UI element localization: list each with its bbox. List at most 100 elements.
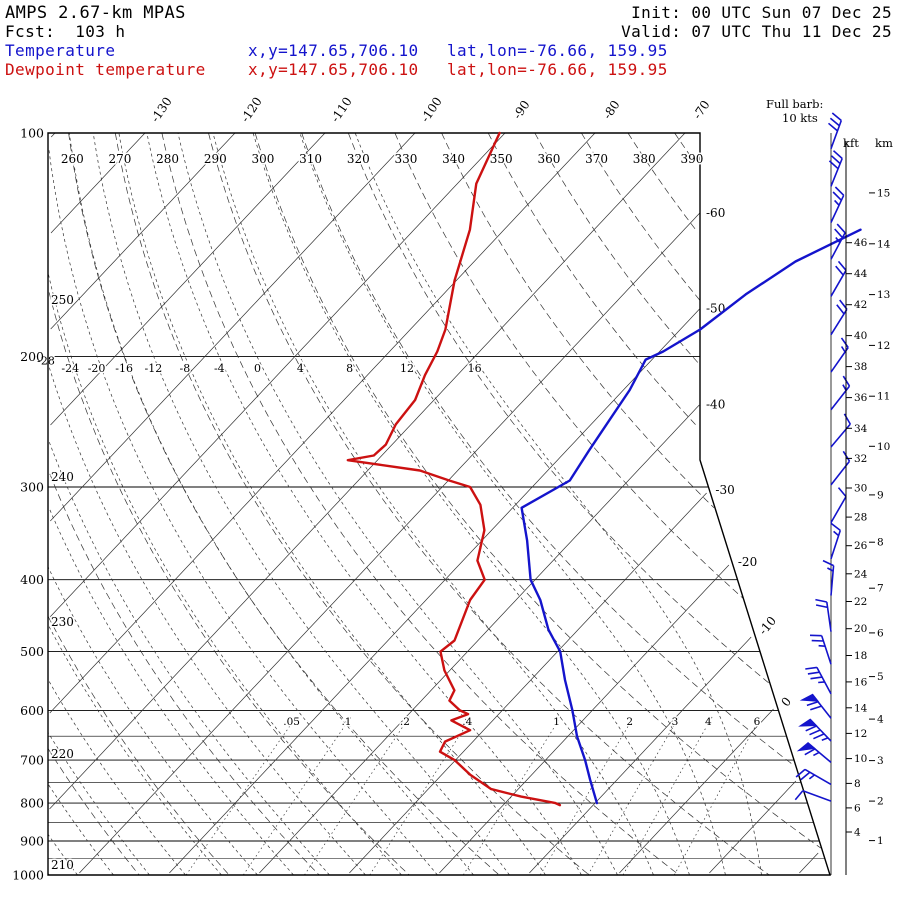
svg-text:20: 20 — [854, 623, 867, 635]
svg-text:6: 6 — [854, 802, 861, 814]
svg-text:-50: -50 — [706, 302, 725, 316]
svg-text:290: 290 — [204, 152, 227, 166]
svg-text:10: 10 — [877, 441, 890, 453]
svg-text:0: 0 — [254, 362, 261, 375]
svg-text:6: 6 — [877, 627, 884, 639]
svg-text:-12: -12 — [145, 362, 163, 375]
svg-text:-16: -16 — [115, 362, 133, 375]
svg-text:350: 350 — [490, 152, 513, 166]
svg-text:0: 0 — [778, 694, 794, 709]
wind-barb — [830, 413, 851, 448]
svg-text:280: 280 — [156, 152, 179, 166]
wind-pennant — [796, 742, 817, 752]
km-axis-label: km — [875, 136, 893, 150]
svg-text:-20: -20 — [738, 555, 757, 569]
wind-barb — [830, 375, 851, 411]
svg-text:1: 1 — [877, 835, 884, 847]
svg-text:18: 18 — [854, 650, 867, 662]
mixing-ratio-lines — [185, 716, 762, 876]
svg-text:34: 34 — [854, 423, 868, 435]
svg-text:300: 300 — [20, 480, 44, 495]
svg-text:9: 9 — [877, 489, 884, 501]
svg-text:310: 310 — [299, 152, 322, 166]
wind-barb — [830, 522, 842, 560]
svg-text:44: 44 — [854, 268, 868, 280]
svg-text:4: 4 — [705, 716, 712, 728]
svg-text:42: 42 — [854, 299, 867, 311]
wind-barb — [805, 666, 832, 695]
svg-text:500: 500 — [20, 644, 44, 659]
svg-text:4: 4 — [877, 714, 884, 726]
svg-text:1: 1 — [553, 716, 560, 728]
svg-text:5: 5 — [877, 671, 884, 683]
svg-text:-28: -28 — [37, 354, 55, 367]
wind-barb — [828, 150, 843, 187]
svg-text:13: 13 — [877, 289, 890, 301]
svg-text:270: 270 — [109, 152, 132, 166]
svg-text:36: 36 — [854, 392, 868, 404]
wind-barb — [809, 634, 832, 665]
svg-text:14: 14 — [877, 238, 891, 250]
pressure-gridlines — [48, 132, 830, 876]
svg-text:24: 24 — [854, 568, 868, 580]
svg-text:800: 800 — [20, 796, 44, 811]
svg-text:-40: -40 — [706, 397, 725, 411]
svg-text:11: 11 — [877, 391, 890, 403]
valid-time: Valid: 07 UTC Thu 11 Dec 25 — [621, 22, 892, 41]
svg-text:320: 320 — [347, 152, 370, 166]
temperature-xy: x,y=147.65,706.10 — [248, 41, 419, 60]
svg-text:210: 210 — [51, 858, 74, 872]
height-axis-kft-labels: 4681012141618202224262830323436384042444… — [854, 237, 868, 838]
wind-barb — [830, 223, 846, 260]
svg-text:-4: -4 — [214, 362, 225, 375]
wind-pennant — [799, 693, 820, 702]
svg-text:30: 30 — [854, 482, 867, 494]
svg-text:260: 260 — [61, 152, 84, 166]
height-axis-headers: kft km — [843, 136, 893, 150]
wind-barb — [822, 559, 835, 596]
dry-adiabat-left-labels: 250 240 230 220 210 — [50, 292, 76, 874]
height-axis-km — [869, 192, 875, 842]
svg-text:12: 12 — [400, 362, 414, 375]
moist-adiabat-lines — [47, 132, 762, 876]
svg-text:16: 16 — [854, 676, 868, 688]
temperature-latlon: lat,lon=-76.66, 159.95 — [447, 41, 668, 60]
model-title: AMPS 2.67-km MPAS — [5, 3, 186, 23]
svg-text:100: 100 — [20, 126, 44, 141]
wind-barb — [830, 487, 847, 523]
svg-text:360: 360 — [537, 152, 560, 166]
init-time: Init: 00 UTC Sun 07 Dec 25 — [631, 3, 892, 22]
svg-text:22: 22 — [854, 596, 867, 608]
wind-barb — [830, 299, 848, 336]
svg-text:10 kts: 10 kts — [782, 111, 818, 125]
svg-text:4: 4 — [854, 827, 861, 839]
kft-axis-label: kft — [843, 136, 859, 150]
svg-text:240: 240 — [51, 470, 74, 484]
chart-frame — [47, 132, 831, 876]
svg-text:15: 15 — [877, 187, 890, 199]
svg-text:2: 2 — [626, 716, 633, 728]
svg-text:-70: -70 — [690, 98, 712, 122]
svg-text:14: 14 — [854, 702, 868, 714]
svg-text:32: 32 — [854, 453, 867, 465]
svg-text:8: 8 — [854, 778, 861, 790]
svg-text:12: 12 — [877, 340, 890, 352]
svg-text:.05: .05 — [283, 716, 300, 728]
svg-text:-30: -30 — [715, 483, 734, 497]
svg-text:390: 390 — [680, 152, 703, 166]
forecast-hour: Fcst: 103 h — [5, 22, 126, 41]
svg-text:230: 230 — [51, 615, 74, 629]
height-axis-kft — [845, 141, 852, 875]
full-barb-note: Full barb:10 kts — [766, 97, 823, 125]
wind-barb — [830, 337, 849, 373]
svg-text:200: 200 — [20, 349, 44, 364]
pressure-gridlines-minor — [48, 735, 825, 859]
svg-text:16: 16 — [468, 362, 482, 375]
svg-text:8: 8 — [346, 362, 353, 375]
svg-text:.2: .2 — [400, 716, 410, 728]
svg-text:40: 40 — [854, 330, 867, 342]
svg-text:330: 330 — [394, 152, 417, 166]
wind-barb — [805, 718, 832, 742]
svg-text:400: 400 — [20, 572, 44, 587]
